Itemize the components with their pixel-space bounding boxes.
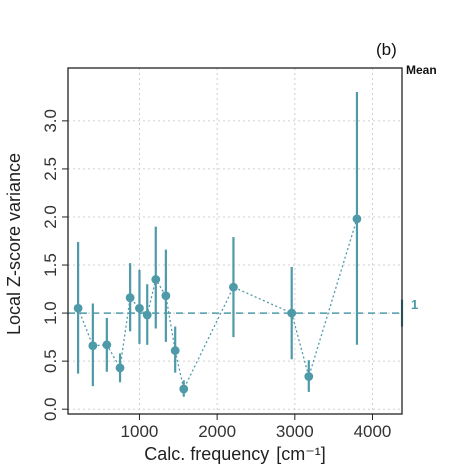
x-tick-label: 3000 [276, 422, 314, 441]
x-axis-unit: [cm⁻¹] [276, 444, 326, 464]
data-point-14 [352, 214, 362, 224]
y-tick-label: 2.0 [41, 205, 60, 229]
plot-frame [67, 67, 403, 415]
data-point-2 [102, 340, 112, 350]
x-tick-label: 2000 [198, 422, 236, 441]
y-tick-label: 1.5 [41, 253, 60, 277]
data-point-7 [151, 275, 161, 284]
data-point-6 [142, 310, 152, 320]
data-point-9 [170, 346, 180, 355]
grid [68, 68, 402, 414]
y-tick-label: 3.0 [41, 109, 60, 133]
data-point-1 [88, 341, 98, 351]
x-axis-label-text: Calc. frequency [144, 444, 269, 464]
reference-line-label: 1 [411, 297, 418, 312]
mean-column-title: Mean [406, 63, 437, 77]
y-axis-label: Local Z-score variance [4, 153, 24, 335]
x-tick-label: 1000 [121, 422, 159, 441]
x-tick-label: 4000 [354, 422, 392, 441]
data-point-8 [161, 291, 171, 301]
panel-label: (b) [376, 40, 397, 59]
data-point-3 [115, 363, 125, 373]
series [73, 92, 404, 397]
data-point-0 [73, 303, 83, 313]
data-point-4 [125, 293, 135, 303]
y-tick-label: 0.0 [41, 397, 60, 421]
data-point-12 [287, 308, 297, 318]
data-point-10 [179, 384, 189, 394]
data-point-5 [135, 303, 144, 313]
data-point-13 [304, 372, 314, 381]
y-tick-label: 1.0 [41, 301, 60, 325]
y-tick-label: 2.5 [41, 157, 60, 181]
x-axis-label: Calc. frequency [cm⁻¹] [144, 444, 326, 464]
y-tick-label: 0.5 [41, 349, 60, 373]
axes: 1000 2000 3000 4000 0.0 0.5 1.0 1.5 2.0 2.5 3.0 [41, 109, 391, 441]
data-point-11 [229, 282, 238, 292]
